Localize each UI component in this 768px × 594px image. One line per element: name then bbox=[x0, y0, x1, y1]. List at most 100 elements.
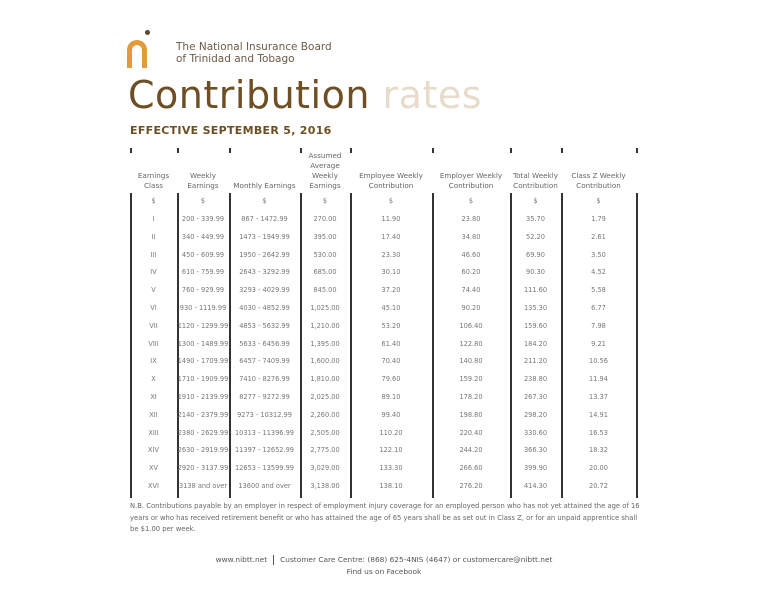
org-line-2: of Trinidad and Tobago bbox=[176, 53, 295, 65]
column-tick bbox=[350, 148, 352, 153]
earnings-class-cell: XIII bbox=[148, 428, 159, 437]
table-cell: 11.94 bbox=[589, 375, 608, 384]
table-cell: 414.30 bbox=[523, 482, 548, 490]
table-cell: 1910 - 2139.99 bbox=[177, 393, 229, 401]
table-cell: 133.30 bbox=[379, 464, 403, 473]
table-cell: 13.37 bbox=[589, 393, 608, 401]
column-tick bbox=[561, 148, 563, 153]
table-cell: 11397 - 12652.99 bbox=[234, 446, 294, 455]
table-cell: 10.56 bbox=[589, 357, 608, 366]
table-cell: 1,600.00 bbox=[310, 357, 340, 366]
table-cell: 2,505.00 bbox=[310, 428, 340, 437]
table-cell: 30.10 bbox=[381, 268, 401, 277]
table-cell: 61.40 bbox=[381, 339, 401, 348]
column-header: Total Weekly Contribution bbox=[510, 150, 561, 191]
table-cell: 37.20 bbox=[381, 286, 401, 295]
table-cell: 200 - 339.99 bbox=[181, 215, 225, 223]
table-cell: 685.00 bbox=[313, 268, 337, 277]
table-cell: 9.21 bbox=[591, 339, 606, 348]
table-cell: 135.30 bbox=[523, 304, 548, 312]
unit-label: $ bbox=[533, 197, 538, 205]
column-header: Employee Weekly Contribution bbox=[350, 150, 432, 191]
table-cell: 1490 - 1709.99 bbox=[177, 357, 229, 366]
table-cell: 1.79 bbox=[591, 215, 606, 223]
column-divider bbox=[561, 193, 563, 498]
earnings-class-cell: III bbox=[150, 250, 157, 259]
table-cell: 111.60 bbox=[523, 286, 548, 295]
table-cell: 266.60 bbox=[459, 464, 483, 473]
earnings-class-cell: XV bbox=[148, 464, 159, 473]
facebook-link[interactable]: Find us on Facebook bbox=[346, 567, 422, 576]
column-divider bbox=[432, 193, 434, 498]
table-cell: 69.90 bbox=[526, 250, 545, 259]
table-cell: 366.30 bbox=[523, 446, 548, 455]
table-cell: 2.61 bbox=[591, 232, 606, 241]
earnings-class-cell: VIII bbox=[148, 339, 159, 348]
table-cell: 17.40 bbox=[381, 232, 401, 241]
table-cell: 79.60 bbox=[381, 375, 401, 384]
column-header-label: Class Z Weekly Contribution bbox=[571, 171, 626, 190]
table-cell: 2140 - 2379.99 bbox=[177, 410, 229, 419]
table-cell: 6.77 bbox=[591, 304, 606, 312]
table-cell: 1300 - 1489.99 bbox=[177, 339, 229, 348]
table-cell: 159.60 bbox=[523, 321, 548, 330]
table-cell: 14.91 bbox=[589, 410, 608, 419]
earnings-class-cell: IV bbox=[150, 268, 157, 277]
table-cell: 198.80 bbox=[459, 410, 483, 419]
table-cell: 760 - 929.99 bbox=[181, 286, 225, 295]
table-cell: 3,138.00 bbox=[310, 482, 340, 490]
nib-logo-icon bbox=[127, 28, 153, 68]
column-header: Monthly Earnings bbox=[229, 150, 300, 191]
table-cell: 159.20 bbox=[459, 375, 483, 384]
table-cell: 23.80 bbox=[461, 215, 481, 223]
table-cell: 5.58 bbox=[591, 286, 606, 295]
table-cell: 7.98 bbox=[591, 321, 606, 330]
table-cell: 122.10 bbox=[379, 446, 403, 455]
table-cell: 1710 - 1909.99 bbox=[177, 375, 229, 384]
table-cell: 211.20 bbox=[523, 357, 548, 366]
table-cell: 70.40 bbox=[381, 357, 401, 366]
organization-name: The National Insurance Board of Trinidad… bbox=[176, 41, 332, 65]
table-cell: 530.00 bbox=[313, 250, 337, 259]
table-cell: 34.80 bbox=[461, 232, 481, 241]
table-cell: 1473 - 1949.99 bbox=[239, 232, 290, 241]
table-cell: 1,395.00 bbox=[310, 339, 340, 348]
table-cell: 11.90 bbox=[381, 215, 401, 223]
column-tick bbox=[432, 148, 434, 153]
column-header: Employer Weekly Contribution bbox=[432, 150, 510, 191]
table-cell: 1,025.00 bbox=[310, 304, 340, 312]
earnings-class-cell: VII bbox=[149, 321, 158, 330]
table-cell: 2,775.00 bbox=[310, 446, 340, 455]
column-divider bbox=[636, 193, 638, 498]
title-rates: rates bbox=[382, 73, 483, 117]
table-cell: 89.10 bbox=[381, 393, 401, 401]
table-cell: 12653 - 13599.99 bbox=[234, 464, 294, 473]
table-cell: 270.00 bbox=[313, 215, 337, 223]
table-cell: 3.50 bbox=[591, 250, 606, 259]
table-cell: 244.20 bbox=[459, 446, 483, 455]
table-cell: 267.30 bbox=[523, 393, 548, 401]
customer-care-text: Customer Care Centre: (868) 625-4NIS (46… bbox=[280, 555, 553, 564]
table-cell: 330.60 bbox=[523, 428, 548, 437]
table-cell: 9273 - 10312.99 bbox=[237, 410, 292, 419]
column-header: Assumed Average Weekly Earnings bbox=[300, 150, 350, 191]
table-cell: 74.40 bbox=[461, 286, 481, 295]
table-cell: 46.60 bbox=[461, 250, 481, 259]
table-cell: 52.20 bbox=[526, 232, 545, 241]
table-cell: 35.70 bbox=[526, 215, 545, 223]
table-cell: 8277 - 9272.99 bbox=[239, 393, 290, 401]
table-cell: 2,025.00 bbox=[310, 393, 340, 401]
table-cell: 10313 - 11396.99 bbox=[234, 428, 294, 437]
column-header-label: Weekly Earnings bbox=[187, 171, 219, 190]
table-cell: 220.40 bbox=[459, 428, 483, 437]
column-divider bbox=[350, 193, 352, 498]
table-cell: 2920 - 3137.99 bbox=[177, 464, 229, 473]
earnings-class-cell: X bbox=[151, 375, 156, 384]
website-link[interactable]: www.nibtt.net bbox=[215, 555, 268, 564]
table-cell: 140.80 bbox=[459, 357, 483, 366]
table-cell: 110.20 bbox=[379, 428, 403, 437]
footnote: N.B. Contributions payable by an employe… bbox=[130, 502, 640, 533]
table-cell: 2380 - 2629.99 bbox=[177, 428, 229, 437]
column-header-label: Monthly Earnings bbox=[233, 181, 296, 190]
earnings-class-cell: I bbox=[152, 215, 155, 223]
